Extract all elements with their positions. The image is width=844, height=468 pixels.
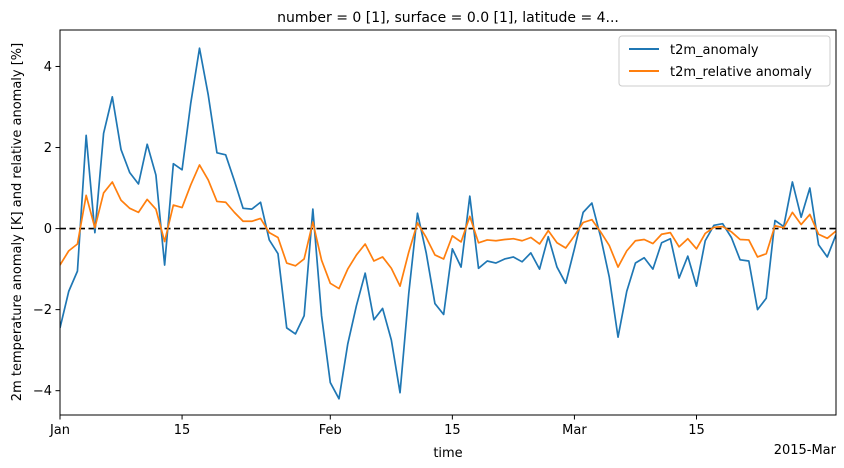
chart-title: number = 0 [1], surface = 0.0 [1], latit… bbox=[277, 10, 619, 26]
x-offset-label: 2015-Mar bbox=[774, 443, 837, 458]
x-tick-label: Mar bbox=[562, 423, 587, 438]
x-tick-label: 15 bbox=[174, 423, 191, 438]
x-axis-ticks: Jan 15 Feb 15 Mar 15 bbox=[49, 415, 705, 438]
plot-frame bbox=[59, 29, 837, 416]
y-tick-label: 4 bbox=[44, 60, 52, 75]
x-tick-label: Jan bbox=[49, 423, 70, 438]
legend-label-t2m-anomaly: t2m_anomaly bbox=[670, 43, 759, 58]
legend: t2m_anomaly t2m_relative anomaly bbox=[618, 35, 831, 87]
y-tick-label: 0 bbox=[44, 222, 52, 237]
y-tick-label: 2 bbox=[44, 141, 52, 156]
y-axis-label: 2m temperature anomaly [K] and relative … bbox=[10, 43, 25, 401]
y-tick-label: −2 bbox=[33, 303, 52, 318]
legend-label-t2m-relative-anomaly: t2m_relative anomaly bbox=[670, 65, 812, 80]
series-layer bbox=[60, 47, 836, 400]
series-line-t2m-anomaly bbox=[60, 47, 836, 400]
x-axis-label: time bbox=[433, 446, 462, 461]
y-tick-label: −4 bbox=[33, 384, 52, 399]
legend-box bbox=[618, 35, 831, 87]
y-axis-ticks: −4 −2 0 2 4 bbox=[33, 60, 60, 399]
x-tick-label: 15 bbox=[444, 423, 461, 438]
series-line-t2m-relative-anomaly bbox=[60, 164, 836, 290]
x-tick-label: Feb bbox=[319, 423, 342, 438]
x-tick-label: 15 bbox=[688, 423, 705, 438]
